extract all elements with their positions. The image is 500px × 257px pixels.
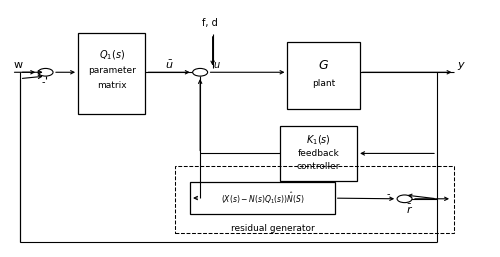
Text: u: u [214,60,220,70]
Text: $K_1(s)$: $K_1(s)$ [306,134,331,148]
Text: $G$: $G$ [318,59,329,72]
Text: controller: controller [297,162,341,171]
Circle shape [397,195,412,203]
Text: -: - [42,78,45,87]
Text: -: - [386,189,390,199]
Bar [288,42,360,109]
Circle shape [192,68,208,76]
Text: feedback: feedback [298,149,340,158]
Text: f, d: f, d [202,17,218,27]
Text: parameter: parameter [88,67,136,76]
Text: matrix: matrix [97,80,126,89]
Circle shape [38,68,53,76]
Bar [175,166,454,233]
Text: plant: plant [312,79,335,88]
Text: w: w [13,60,22,70]
Text: y: y [457,60,464,70]
Text: $Q_1(s)$: $Q_1(s)$ [98,49,124,62]
Text: $(X(s)-N(s)Q_1(s))\hat{N}(S)$: $(X(s)-N(s)Q_1(s))\hat{N}(S)$ [220,190,304,206]
Text: residual generator: residual generator [231,224,315,233]
Bar [280,126,357,181]
Bar [78,33,146,114]
Bar [190,182,335,214]
Text: $\bar{u}$: $\bar{u}$ [164,59,173,71]
Text: $\bar{r}$: $\bar{r}$ [406,203,413,216]
